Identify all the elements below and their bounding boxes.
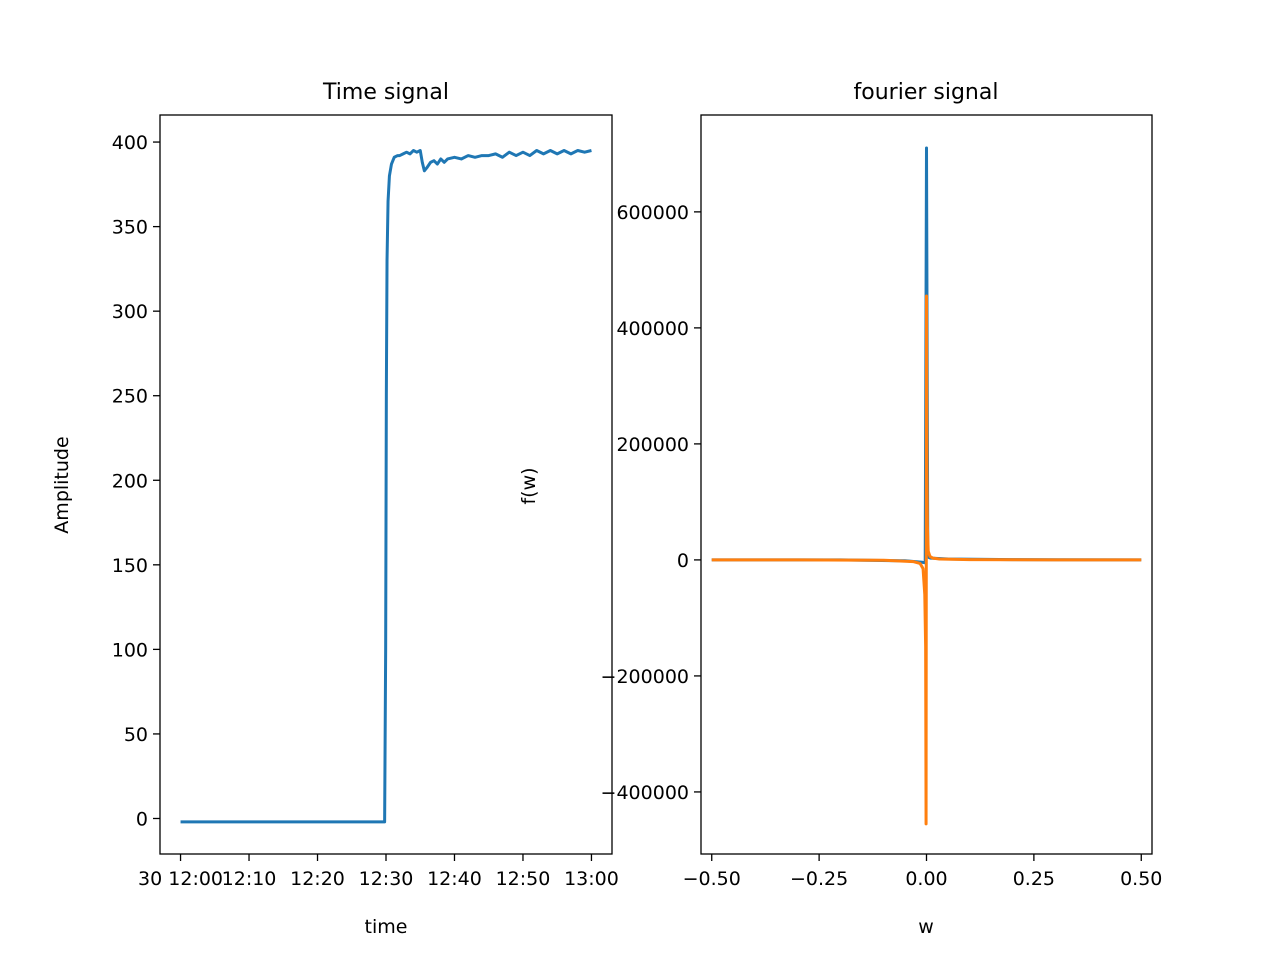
- y-tick-label: 0: [677, 550, 689, 572]
- x-tick-label: 0.25: [1013, 868, 1055, 890]
- fourier-signal-y-ticks: −400000 −200000 0 200000 400000 600000: [601, 202, 701, 804]
- fourier-signal-title: fourier signal: [854, 80, 999, 105]
- y-tick-label: 50: [124, 724, 148, 746]
- time-signal-xlabel: time: [365, 916, 408, 938]
- fourier-signal-subplot: fourier signal −0.50 −0.25 0.00 0.25 0.50 −4…: [518, 80, 1162, 938]
- x-tick-label: −0.50: [683, 868, 741, 890]
- fourier-signal-x-ticks: −0.50 −0.25 0.00 0.25 0.50: [683, 854, 1162, 890]
- x-tick-label: 12:30: [359, 868, 414, 890]
- series-line-0: [180, 149, 592, 824]
- x-tick-label: 13:00: [564, 868, 619, 890]
- time-signal-y-ticks: 0 50 100 150 200 250 300 350 400: [112, 132, 160, 830]
- y-tick-label: 350: [112, 217, 148, 239]
- x-tick-label: 12:50: [496, 868, 551, 890]
- x-tick-label: 12:40: [427, 868, 482, 890]
- y-tick-label: 100: [112, 639, 148, 661]
- y-tick-label: 250: [112, 386, 148, 408]
- fourier-signal-xlabel: w: [918, 916, 934, 938]
- y-tick-label: 600000: [616, 202, 689, 224]
- x-tick-label: 0.00: [905, 868, 947, 890]
- series-line-1: [711, 294, 1142, 826]
- x-tick-label: 0.50: [1120, 868, 1162, 890]
- time-signal-series-group: [180, 149, 592, 824]
- y-tick-label: −400000: [601, 782, 689, 804]
- y-tick-label: 0: [136, 808, 148, 830]
- y-tick-label: 200000: [616, 434, 689, 456]
- fourier-signal-ylabel: f(w): [518, 467, 540, 504]
- y-tick-label: 300: [112, 301, 148, 323]
- y-tick-label: 150: [112, 555, 148, 577]
- x-tick-label: 30 12:00: [138, 868, 223, 890]
- x-tick-label: 12:20: [290, 868, 345, 890]
- y-tick-label: 400: [112, 132, 148, 154]
- y-tick-label: 400000: [616, 318, 689, 340]
- time-signal-title: Time signal: [322, 80, 449, 105]
- y-tick-label: −200000: [601, 666, 689, 688]
- y-tick-label: 200: [112, 470, 148, 492]
- x-tick-label: 12:10: [222, 868, 277, 890]
- time-signal-ylabel: Amplitude: [51, 436, 73, 533]
- x-tick-label: −0.25: [790, 868, 848, 890]
- fourier-signal-series-group: [711, 146, 1142, 826]
